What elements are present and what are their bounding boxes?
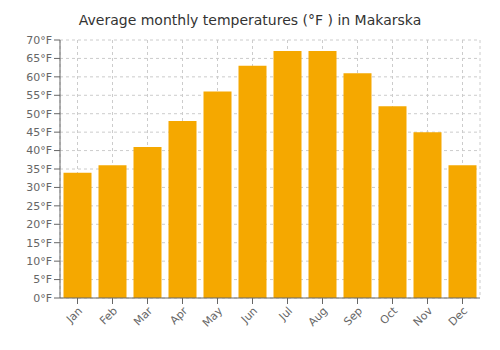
svg-text:25°F: 25°F: [26, 200, 52, 213]
svg-text:10°F: 10°F: [26, 255, 52, 268]
svg-text:Jan: Jan: [63, 304, 85, 326]
svg-text:5°F: 5°F: [33, 273, 52, 286]
svg-text:Nov: Nov: [411, 304, 436, 329]
svg-text:Apr: Apr: [167, 304, 190, 327]
svg-text:35°F: 35°F: [26, 163, 52, 176]
svg-text:45°F: 45°F: [26, 126, 52, 139]
svg-text:Mar: Mar: [131, 304, 155, 328]
svg-text:65°F: 65°F: [26, 52, 52, 65]
svg-text:Jun: Jun: [238, 304, 260, 326]
svg-text:70°F: 70°F: [26, 34, 52, 47]
svg-text:20°F: 20°F: [26, 218, 52, 231]
svg-text:Aug: Aug: [306, 304, 330, 328]
svg-text:Oct: Oct: [377, 304, 400, 327]
svg-text:Sep: Sep: [341, 304, 365, 328]
svg-text:60°F: 60°F: [26, 71, 52, 84]
svg-text:50°F: 50°F: [26, 108, 52, 121]
svg-text:0°F: 0°F: [33, 292, 52, 305]
svg-text:55°F: 55°F: [26, 89, 52, 102]
svg-text:May: May: [200, 304, 226, 330]
svg-text:40°F: 40°F: [26, 144, 52, 157]
html-text:Average monthly temperatures (: Average monthly temperatures (°F ) in Ma…: [78, 12, 422, 28]
svg-text:Dec: Dec: [446, 304, 470, 328]
svg-text:30°F: 30°F: [26, 181, 52, 194]
svg-text:Feb: Feb: [97, 304, 120, 327]
svg-text:15°F: 15°F: [26, 237, 52, 250]
svg-text:Jul: Jul: [276, 304, 295, 323]
